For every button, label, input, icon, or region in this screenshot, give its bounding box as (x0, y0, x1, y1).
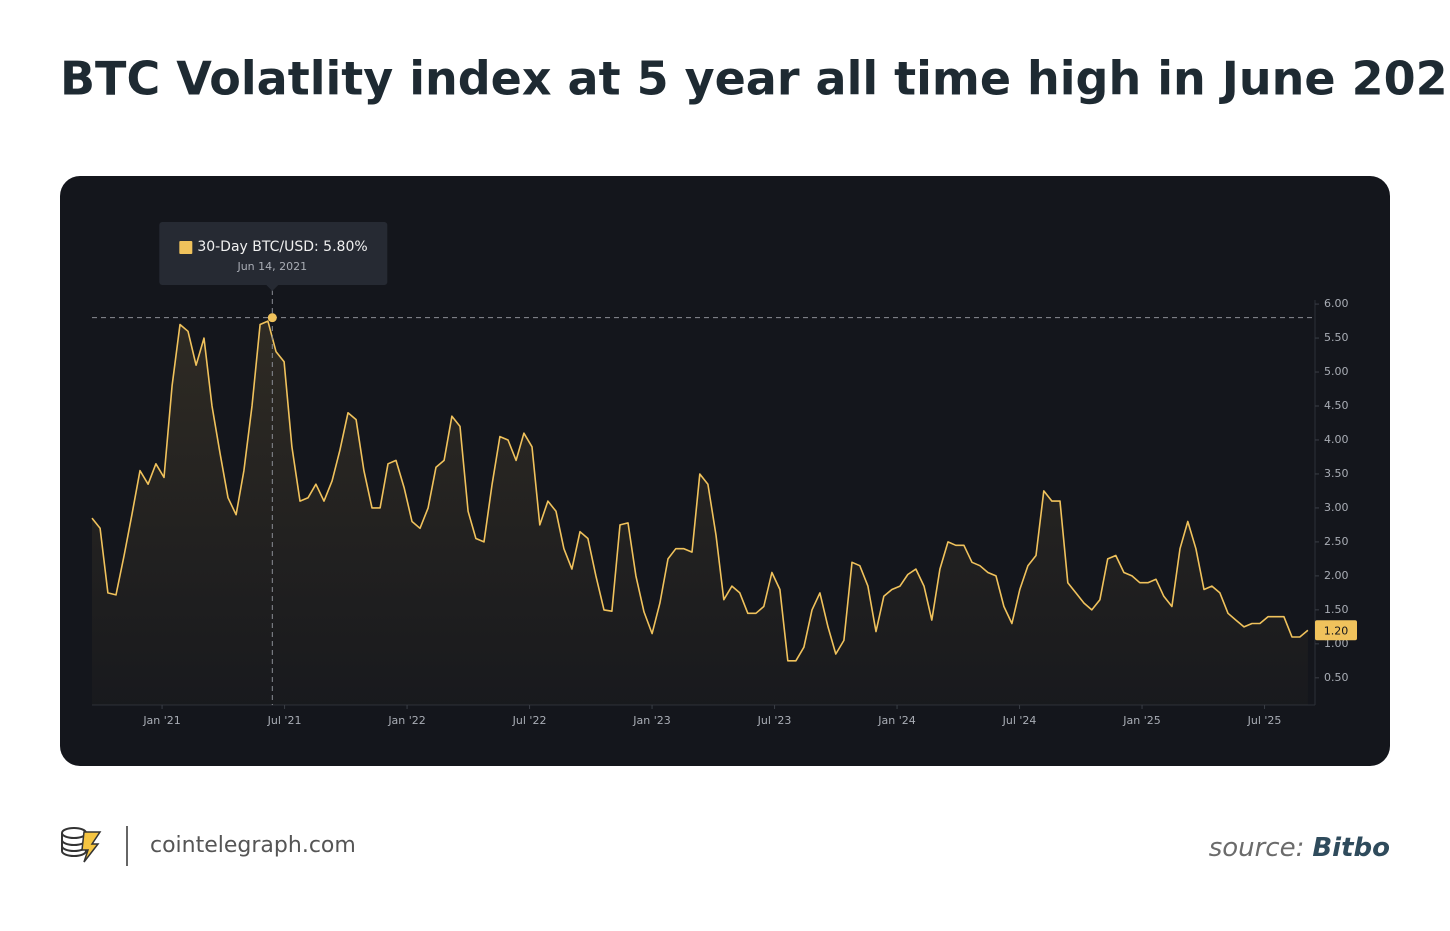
y-tick-label: 5.50 (1324, 331, 1349, 344)
x-tick-label: Jan '25 (1122, 714, 1160, 727)
tooltip-date: Jun 14, 2021 (236, 260, 307, 273)
x-tick-label: Jan '22 (387, 714, 425, 727)
source-name: Bitbo (1312, 833, 1390, 863)
footer-site: cointelegraph.com (150, 833, 356, 858)
tooltip-box (159, 222, 388, 285)
last-value-badge (1315, 620, 1357, 641)
last-value-label: 1.20 (1324, 624, 1349, 637)
x-tick-label: Jul '21 (267, 714, 302, 727)
y-tick-label: 1.50 (1324, 603, 1349, 616)
area (92, 321, 1308, 705)
x-tick-label: Jul '25 (1247, 714, 1282, 727)
x-tick-label: Jan '24 (877, 714, 915, 727)
tooltip-point (267, 313, 277, 323)
x-tick-label: Jul '24 (1002, 714, 1037, 727)
tooltip-arrow (266, 285, 279, 291)
tooltip-label: 30-Day BTC/USD: 5.80% (197, 239, 367, 255)
chart-title: BTC Volatlity index at 5 year all time h… (60, 52, 1450, 106)
y-tick-label: 2.50 (1324, 535, 1349, 548)
y-tick-label: 4.00 (1324, 433, 1349, 446)
y-tick-label: 0.50 (1324, 671, 1349, 684)
line (91, 320, 1309, 662)
y-tick-label: 5.00 (1324, 365, 1349, 378)
y-tick-label: 4.50 (1324, 399, 1349, 412)
y-tick-label: 2.00 (1324, 569, 1349, 582)
tooltip-swatch (179, 241, 193, 254)
x-tick-label: Jul '22 (512, 714, 547, 727)
plot: 0.501.001.502.002.503.003.504.004.505.00… (91, 222, 1357, 727)
y-tick-label: 3.00 (1324, 501, 1349, 514)
x-tick-label: Jan '23 (632, 714, 670, 727)
source-label: source: (1209, 833, 1305, 863)
y-tick-label: 6.00 (1324, 297, 1349, 310)
x-tick-label: Jul '23 (757, 714, 792, 727)
y-tick-label: 3.50 (1324, 467, 1349, 480)
logo (61, 827, 102, 863)
footer-source: source: Bitbo (1209, 833, 1390, 863)
x-tick-label: Jan '21 (142, 714, 180, 727)
